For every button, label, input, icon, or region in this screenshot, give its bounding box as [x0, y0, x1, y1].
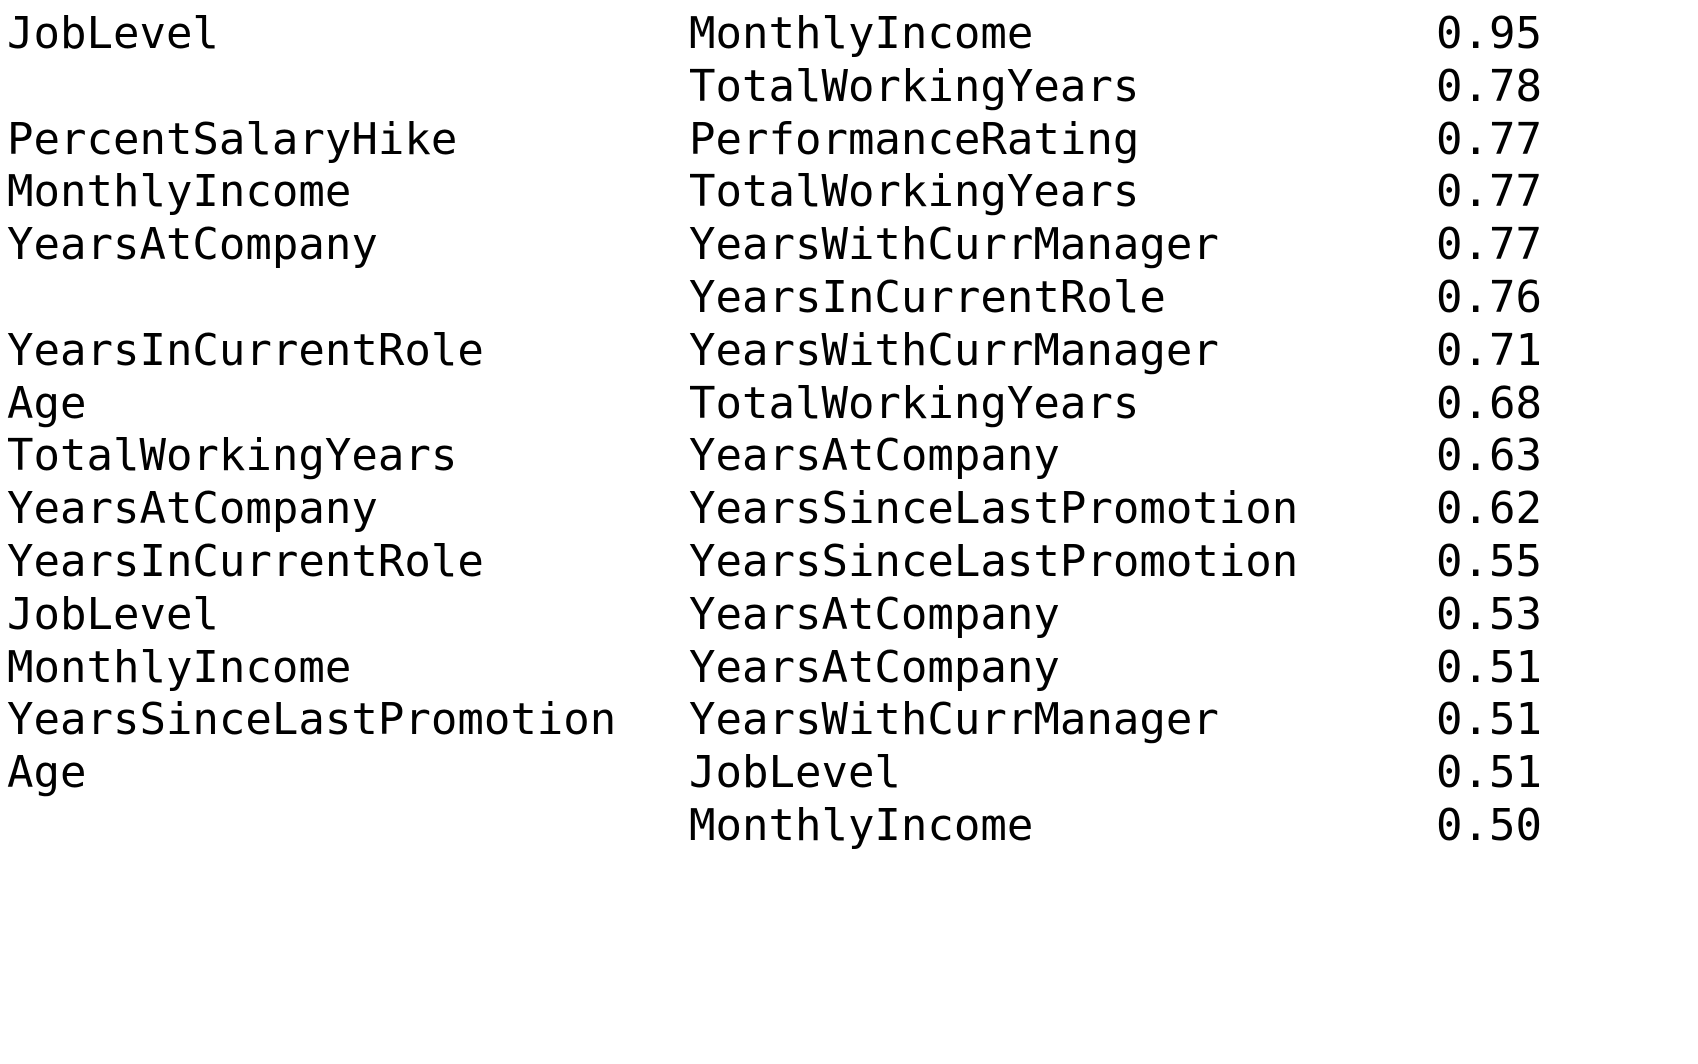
table-row: YearsInCurrentRole YearsSinceLastPromoti…	[7, 536, 1542, 589]
correlation-value: 0.76	[1436, 271, 1542, 323]
table-row: YearsAtCompany YearsSinceLastPromotion 0…	[7, 483, 1542, 536]
table-row: YearsInCurrentRole YearsWithCurrManager …	[7, 325, 1542, 378]
variable-1: TotalWorkingYears	[7, 430, 458, 482]
variable-1: JobLevel	[7, 588, 219, 640]
variable-2: MonthlyIncome	[689, 799, 1034, 851]
variable-2: TotalWorkingYears	[689, 60, 1140, 112]
variable-2: PerformanceRating	[689, 113, 1140, 165]
variable-2: YearsSinceLastPromotion	[689, 483, 1299, 535]
correlation-output: JobLevel MonthlyIncome 0.95 TotalWorking…	[7, 8, 1542, 853]
variable-2: YearsWithCurrManager	[689, 694, 1219, 746]
table-row: JobLevel YearsAtCompany 0.53	[7, 589, 1542, 642]
correlation-value: 0.63	[1436, 430, 1542, 482]
table-row: YearsAtCompany YearsWithCurrManager 0.77	[7, 219, 1542, 272]
variable-2: YearsWithCurrManager	[689, 324, 1219, 376]
table-row: TotalWorkingYears YearsAtCompany 0.63	[7, 430, 1542, 483]
variable-2: MonthlyIncome	[689, 8, 1034, 59]
correlation-value: 0.55	[1436, 535, 1542, 587]
variable-1: JobLevel	[7, 8, 219, 59]
correlation-value: 0.53	[1436, 588, 1542, 640]
table-row: Age JobLevel 0.51	[7, 747, 1542, 800]
table-row: PercentSalaryHike PerformanceRating 0.77	[7, 114, 1542, 167]
variable-2: YearsAtCompany	[689, 588, 1060, 640]
table-row: MonthlyIncome 0.50	[7, 800, 1542, 853]
variable-1: PercentSalaryHike	[7, 113, 458, 165]
correlation-value: 0.51	[1436, 694, 1542, 746]
correlation-value: 0.95	[1436, 8, 1542, 59]
table-row: TotalWorkingYears 0.78	[7, 61, 1542, 114]
variable-1: YearsInCurrentRole	[7, 535, 484, 587]
table-row: MonthlyIncome TotalWorkingYears 0.77	[7, 166, 1542, 219]
table-row: JobLevel MonthlyIncome 0.95	[7, 8, 1542, 61]
variable-2: YearsInCurrentRole	[689, 271, 1166, 323]
variable-2: YearsWithCurrManager	[689, 219, 1219, 271]
correlation-value: 0.50	[1436, 799, 1542, 851]
variable-2: YearsAtCompany	[689, 430, 1060, 482]
variable-2: TotalWorkingYears	[689, 166, 1140, 218]
table-row: YearsSinceLastPromotion YearsWithCurrMan…	[7, 694, 1542, 747]
table-row: Age TotalWorkingYears 0.68	[7, 378, 1542, 431]
table-row: YearsInCurrentRole 0.76	[7, 272, 1542, 325]
table-row: MonthlyIncome YearsAtCompany 0.51	[7, 642, 1542, 695]
variable-1: YearsAtCompany	[7, 483, 378, 535]
correlation-value: 0.62	[1436, 483, 1542, 535]
correlation-value: 0.77	[1436, 219, 1542, 271]
variable-2: TotalWorkingYears	[689, 377, 1140, 429]
variable-2: JobLevel	[689, 747, 901, 799]
correlation-value: 0.77	[1436, 113, 1542, 165]
variable-1: Age	[7, 747, 87, 799]
correlation-value: 0.68	[1436, 377, 1542, 429]
correlation-value: 0.77	[1436, 166, 1542, 218]
variable-1: Age	[7, 377, 87, 429]
correlation-value: 0.78	[1436, 60, 1542, 112]
variable-1: MonthlyIncome	[7, 641, 352, 693]
correlation-value: 0.51	[1436, 747, 1542, 799]
variable-1: YearsSinceLastPromotion	[7, 694, 617, 746]
variable-2: YearsAtCompany	[689, 641, 1060, 693]
variable-1: MonthlyIncome	[7, 166, 352, 218]
variable-2: YearsSinceLastPromotion	[689, 535, 1299, 587]
correlation-value: 0.51	[1436, 641, 1542, 693]
variable-1: YearsAtCompany	[7, 219, 378, 271]
correlation-value: 0.71	[1436, 324, 1542, 376]
variable-1: YearsInCurrentRole	[7, 324, 484, 376]
